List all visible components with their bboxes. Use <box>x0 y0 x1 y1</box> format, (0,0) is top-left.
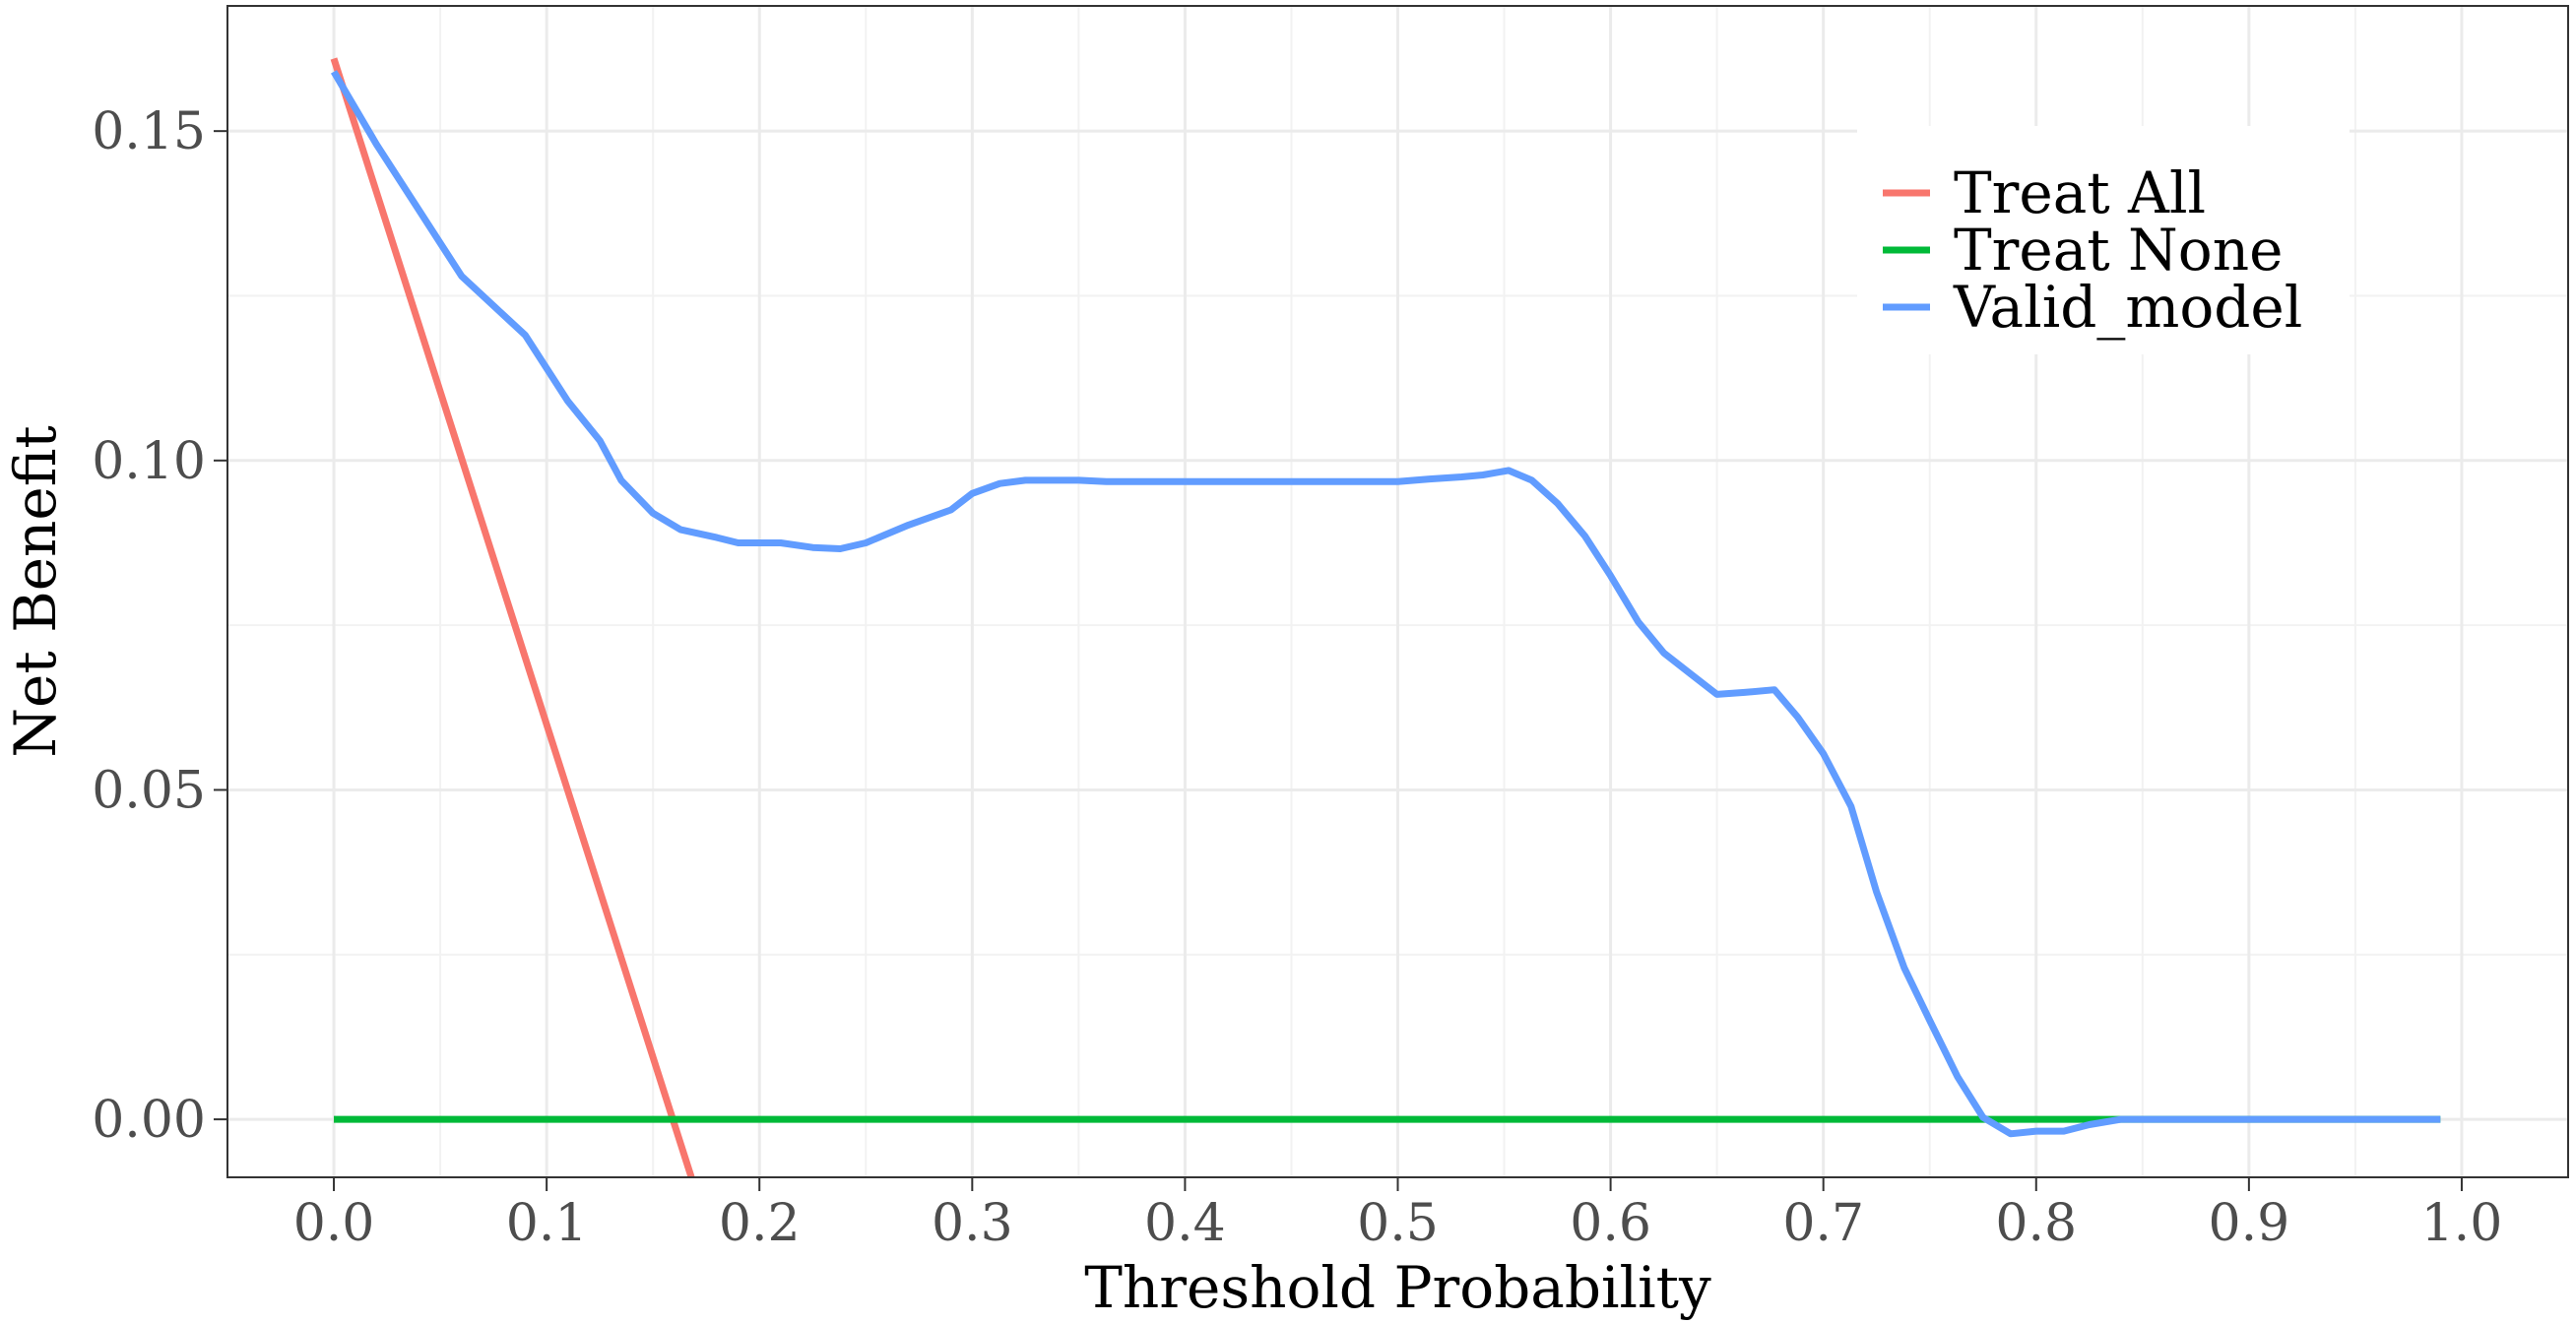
major-gridlines <box>227 6 2568 1177</box>
x-axis: 0.0 0.1 0.2 0.3 0.4 0.5 0.6 0.7 0.8 0.9 1.0 <box>293 1177 2503 1253</box>
y-tick-label: 0.10 <box>92 432 206 491</box>
series-line-treat-all <box>330 57 695 1177</box>
x-tick-label: 0.7 <box>1782 1194 1864 1253</box>
series-line-valid-model <box>330 70 2441 1138</box>
x-tick-label: 0.1 <box>506 1194 588 1253</box>
series-layer <box>330 57 2441 1177</box>
y-axis-title: Net Benefit <box>2 425 69 757</box>
legend-label: Treat All <box>1954 159 2206 226</box>
x-tick-label: 0.4 <box>1144 1194 1226 1253</box>
y-tick-label: 0.05 <box>92 761 206 820</box>
x-tick-label: 0.5 <box>1357 1194 1439 1253</box>
x-tick-label: 0.9 <box>2209 1194 2290 1253</box>
x-tick-label: 0.3 <box>932 1194 1013 1253</box>
x-tick-label: 1.0 <box>2421 1194 2503 1253</box>
legend-label: Valid_model <box>1953 274 2302 341</box>
legend-label: Treat None <box>1954 217 2283 284</box>
x-axis-title: Threshold Probability <box>1084 1254 1711 1321</box>
x-tick-label: 0.8 <box>1995 1194 2077 1253</box>
legend-background <box>1857 126 2350 354</box>
x-tick-label: 0.6 <box>1570 1194 1651 1253</box>
x-tick-label: 0.0 <box>293 1194 375 1253</box>
y-tick-label: 0.15 <box>92 102 206 161</box>
y-axis: 0.00 0.05 0.10 0.15 <box>92 102 227 1150</box>
x-tick-label: 0.2 <box>719 1194 801 1253</box>
y-tick-label: 0.00 <box>92 1091 206 1150</box>
